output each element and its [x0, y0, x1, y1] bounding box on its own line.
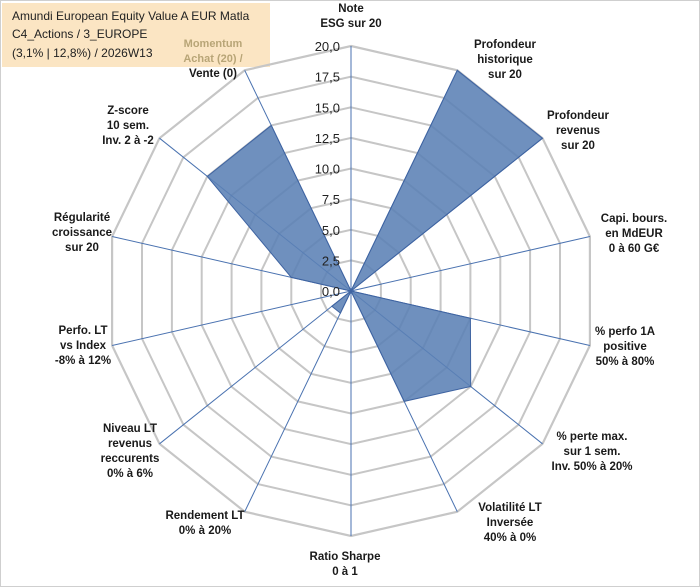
- axis-label-line: Z-score: [107, 105, 149, 117]
- axis-label: Momentum Achat (20) / Vente (0): [183, 38, 242, 80]
- axis-label: % perfo 1A positive 50% à 80%: [595, 326, 655, 368]
- axis-label-line: historique: [477, 54, 533, 66]
- axis-label-line: 0 à 60 G€: [609, 243, 660, 255]
- fund-info-box: Amundi European Equity Value A EUR Matla…: [2, 3, 270, 67]
- axis-label: Niveau LT revenus reccurents 0% à 6%: [101, 423, 160, 480]
- axis-label-line: positive: [603, 341, 646, 353]
- axis-label-line: Profondeur: [547, 110, 609, 122]
- series-layer: [206, 69, 544, 402]
- axis-label-line: Momentum: [184, 38, 243, 50]
- tick-label: 10,0: [315, 162, 340, 177]
- spoke-line: [350, 236, 591, 292]
- tick-layer: 0,0 2,5 5,0 7,5 10,0 12,5 15,0 17,5 20,0: [315, 39, 340, 299]
- tick-label: 0,0: [322, 284, 340, 299]
- axis-label: Régularité croissance sur 20: [52, 212, 112, 254]
- axis-label: Z-score 10 sem. Inv. 2 à -2: [102, 105, 154, 147]
- axis-label-line: sur 20: [65, 242, 99, 254]
- axis-label-line: 40% à 0%: [484, 532, 536, 544]
- fund-name: Amundi European Equity Value A EUR Matla: [12, 9, 250, 23]
- tick-label: 7,5: [322, 192, 340, 207]
- tick-label: 15,0: [315, 100, 340, 115]
- axis-label-line: Volatilité LT: [478, 502, 541, 514]
- axis-label-line: Inversée: [487, 517, 534, 529]
- axis-label-line: 0% à 6%: [107, 468, 153, 480]
- axis-label-line: Profondeur: [474, 39, 536, 51]
- axis-label-line: Capi. bours.: [601, 213, 667, 225]
- tick-label: 5,0: [322, 223, 340, 238]
- axis-label-line: Achat (20) /: [183, 53, 242, 65]
- axis-label: % perte max. sur 1 sem. Inv. 50% à 20%: [552, 431, 633, 473]
- axis-label: Ratio Sharpe 0 à 1: [310, 551, 381, 578]
- axis-label: Perfo. LT vs Index -8% à 12%: [55, 325, 111, 367]
- axis-label: Rendement LT 0% à 20%: [165, 510, 244, 537]
- tick-label: 12,5: [315, 131, 340, 146]
- axis-label-line: revenus: [556, 125, 600, 137]
- axis-label-line: % perte max.: [557, 431, 628, 443]
- axis-label-line: ESG sur 20: [320, 18, 381, 30]
- tick-label: 20,0: [315, 39, 340, 54]
- axis-label-line: vs Index: [60, 340, 107, 352]
- axis-label: Capi. bours. en MdEUR 0 à 60 G€: [601, 213, 667, 255]
- axis-label-line: en MdEUR: [605, 228, 663, 240]
- axis-label-line: sur 20: [561, 140, 595, 152]
- axis-label-line: sur 20: [488, 69, 522, 81]
- axis-label: Note ESG sur 20: [320, 3, 381, 30]
- axis-label: Volatilité LT Inversée 40% à 0%: [478, 502, 541, 544]
- spoke-line: [244, 290, 352, 512]
- axis-label-line: 0 à 1: [332, 566, 358, 578]
- axis-label-line: -8% à 12%: [55, 355, 111, 367]
- axis-label-line: 10 sem.: [107, 120, 149, 132]
- axis-label-line: reccurents: [101, 453, 160, 465]
- axis-label-line: revenus: [108, 438, 152, 450]
- axis-label-layer: Note ESG sur 20 Profondeur historique sur 20…: [52, 3, 667, 578]
- axis-label-line: sur 1 sem.: [564, 446, 621, 458]
- axis-label-line: Rendement LT: [165, 510, 244, 522]
- tick-label: 2,5: [322, 253, 340, 268]
- axis-label-line: Inv. 2 à -2: [102, 135, 154, 147]
- axis-label-line: Note: [338, 3, 364, 15]
- fund-stats: (3,1% | 12,8%) / 2026W13: [12, 46, 153, 60]
- axis-label-line: croissance: [52, 227, 112, 239]
- axis-label-line: Inv. 50% à 20%: [552, 461, 633, 473]
- axis-label-line: Régularité: [54, 212, 110, 224]
- axis-label: Profondeur revenus sur 20: [547, 110, 609, 152]
- spoke-line: [159, 290, 352, 445]
- spoke-line: [111, 290, 352, 346]
- axis-label-line: Vente (0): [189, 68, 237, 80]
- fund-category: C4_Actions / 3_EUROPE: [12, 27, 148, 41]
- axis-label: Profondeur historique sur 20: [474, 39, 536, 81]
- axis-label-line: 50% à 80%: [596, 356, 655, 368]
- axis-label-line: 0% à 20%: [179, 525, 231, 537]
- axis-label-line: Ratio Sharpe: [310, 551, 381, 563]
- axis-label-line: Niveau LT: [103, 423, 157, 435]
- tick-label: 17,5: [315, 70, 340, 85]
- series-area: [206, 69, 544, 402]
- axis-label-line: % perfo 1A: [595, 326, 655, 338]
- axis-label-line: Perfo. LT: [59, 325, 108, 337]
